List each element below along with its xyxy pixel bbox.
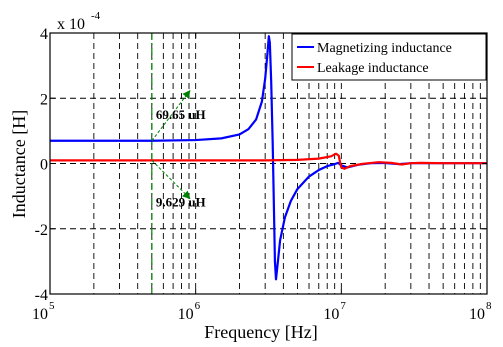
x-axis-label: Frequency [Hz] [204,322,317,342]
x-tick-label: 10 7 [323,300,346,323]
y-multiplier-exponent: -4 [91,10,101,22]
y-multiplier: x 10 -4 [57,10,101,33]
y-multiplier-base: x 10 [57,16,85,33]
annotation-label: 9.629 uH [156,194,206,209]
y-axis-label: Inductance [H] [9,110,29,218]
y-tick-label: 0 [40,157,48,174]
x-tick-exponent: 8 [486,300,492,312]
x-tick-exponent: 5 [49,300,55,312]
x-tick-base: 10 [32,306,48,323]
y-tick-label: -2 [35,222,48,239]
x-tick-label: 10 5 [32,300,55,323]
annotation-arrow [151,89,191,142]
x-tick-base: 10 [178,306,194,323]
x-tick-exponent: 6 [195,300,201,312]
legend-label-leakage: Leakage inductance [317,61,429,76]
series-line-1 [50,152,487,170]
x-tick-exponent: 7 [340,300,346,312]
annotations: 69.65 uH 9.629 uH [151,89,206,209]
y-tick-label: 4 [40,26,48,43]
x-tick-label: 10 6 [178,300,201,323]
x-tick-base: 10 [323,306,339,323]
legend-box [291,33,487,81]
legend: Magnetizing inductance Leakage inductanc… [291,33,487,81]
annotation-label: 69.65 uH [156,107,206,122]
legend-label-magnetizing: Magnetizing inductance [317,41,452,56]
x-tick-base: 10 [469,306,485,323]
annotation-arrow [151,160,191,200]
x-tick-label: 10 8 [469,300,492,323]
y-tick-label: -4 [35,287,48,304]
series-layer [50,35,487,281]
y-tick-label: 2 [40,91,48,108]
